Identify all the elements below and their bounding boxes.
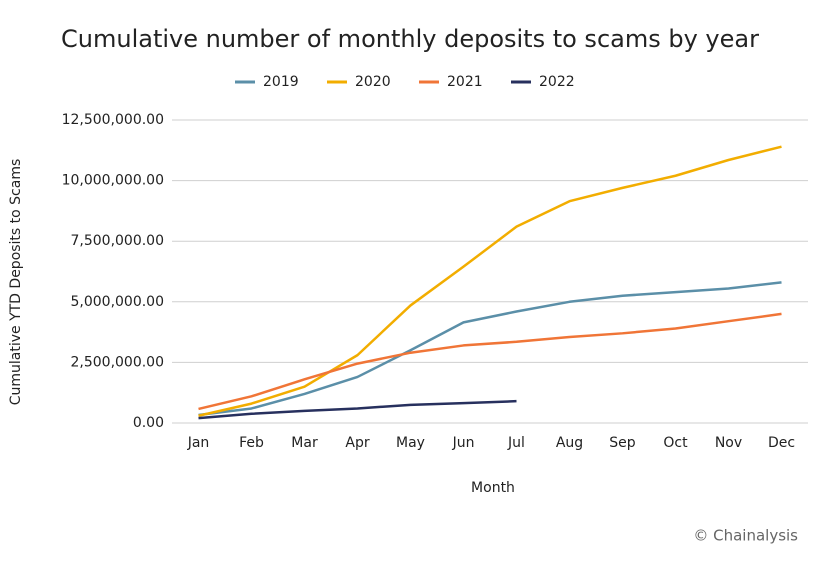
y-tick-label: 7,500,000.00 [70, 233, 164, 249]
y-tick-label: 5,000,000.00 [70, 294, 164, 310]
legend-label: 2021 [447, 74, 483, 90]
x-tick-label: Feb [239, 435, 264, 451]
line-series [198, 145, 782, 417]
x-tick-label: Mar [291, 435, 318, 451]
x-axis-label: Month [471, 480, 515, 496]
y-tick-label: 12,500,000.00 [62, 112, 164, 128]
source: © Chainalysis [693, 527, 798, 545]
x-tick-label: Aug [556, 435, 583, 451]
legend-label: 2019 [263, 74, 299, 90]
x-tick-label: Jan [187, 435, 210, 451]
y-tick-label: 2,500,000.00 [70, 354, 164, 370]
x-tick-label: Sep [609, 435, 636, 451]
chart-title: Cumulative number of monthly deposits to… [61, 25, 759, 53]
x-tick-label: Dec [768, 435, 795, 451]
x-tick-label: Nov [715, 435, 742, 451]
line-series [198, 281, 782, 417]
x-tick-label: Jul [507, 435, 525, 451]
x-tick-label: Apr [345, 435, 369, 451]
line-series [198, 399, 517, 420]
y-tick-label: 10,000,000.00 [62, 173, 164, 189]
x-tick-label: May [396, 435, 425, 451]
legend-label: 2022 [539, 74, 575, 90]
y-tick-label: 0.00 [133, 415, 164, 431]
x-tick-label: Oct [663, 435, 688, 451]
legend-label: 2020 [355, 74, 391, 90]
x-tick-label: Jun [452, 435, 475, 451]
y-axis-label: Cumulative YTD Deposits to Scams [8, 159, 24, 406]
line-series [198, 312, 782, 411]
